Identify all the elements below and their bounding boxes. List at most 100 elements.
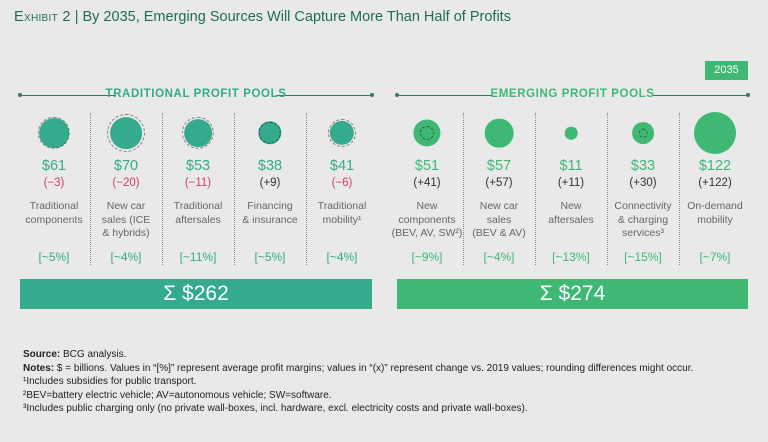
margin-value: [~4%] [110, 250, 142, 264]
label-line: On-demand [687, 200, 743, 212]
line-end-dot [370, 93, 374, 97]
profit-pool-column: $70 (−20) New car sales (ICE & hybrids) [~4%] [90, 108, 162, 268]
footnotes: Source: BCG analysis. Notes: $ = billion… [23, 348, 753, 416]
change-value: (+41) [413, 177, 441, 189]
column-divider [463, 113, 464, 265]
margin-value: [~5%] [254, 250, 286, 264]
change-value: (−6) [331, 177, 353, 189]
header-rule-left [20, 95, 116, 96]
label-line: components [398, 213, 456, 226]
label-line: New [416, 200, 438, 212]
label-line: Traditional [29, 200, 79, 212]
total-bar: Σ $274 [397, 279, 748, 309]
label-line: New car [479, 200, 519, 212]
profit-value: $122 [698, 158, 732, 174]
label-line: mobility¹ [322, 213, 362, 226]
change-value: (+57) [485, 177, 513, 189]
exhibit-title: Exhibit 2 | By 2035, Emerging Sources Will… [14, 9, 511, 25]
label-line: & charging [617, 213, 669, 226]
column-divider [306, 113, 307, 265]
label-line: components [25, 213, 83, 226]
profit-pool-column: $53 (−11) Traditional aftersales [~11%] [162, 108, 234, 268]
change-value: (+11) [557, 177, 585, 189]
column-divider [162, 113, 163, 265]
profit-pool-column: $11 (+11) New aftersales [~13%] [535, 108, 607, 268]
profit-value: $41 [329, 158, 355, 174]
year-badge: 2035 [705, 61, 748, 80]
header-rule-left [397, 95, 493, 96]
category-label: New components (BEV, AV, SW²) [387, 200, 467, 241]
section-title: EMERGING PROFIT POOLS [490, 88, 655, 100]
bubble-2019-outline [37, 116, 71, 150]
profit-pool-column: $38 (+9) Financing & insurance [~5%] [234, 108, 306, 268]
section-header: EMERGING PROFIT POOLS [395, 88, 750, 102]
category-label: Traditional aftersales [158, 200, 238, 227]
profit-pool-column: $122 (+122) On-demand mobility [~7%] [679, 108, 751, 268]
label-line: sales (ICE [101, 213, 151, 226]
column-divider [679, 113, 680, 265]
bubble-2019-outline [106, 113, 146, 153]
profit-value: $61 [41, 158, 67, 174]
change-value: (+30) [629, 177, 657, 189]
label-line: New car [106, 200, 146, 212]
footnote-1: ¹Includes subsidies for public transport… [23, 376, 197, 388]
header-rule-right [276, 95, 372, 96]
margin-value: [~13%] [552, 250, 590, 264]
category-label: Connectivity & charging services³ [603, 200, 683, 241]
bubble-2019-outline [181, 116, 215, 150]
category-label: On-demand mobility [675, 200, 755, 227]
column-divider [90, 113, 91, 265]
label-line: Traditional [317, 200, 367, 212]
category-label: New aftersales [531, 200, 611, 227]
exhibit-number: Exhibit 2 [14, 9, 71, 25]
category-label: Financing & insurance [230, 200, 310, 227]
label-line: aftersales [175, 213, 221, 226]
margin-value: [~15%] [624, 250, 662, 264]
notes-text: Notes: $ = billions. Values in “[%]” rep… [23, 362, 694, 374]
line-end-dot [746, 93, 750, 97]
section-title: TRADITIONAL PROFIT POOLS [105, 88, 287, 100]
profit-value: $53 [185, 158, 211, 174]
profit-pool-column: $41 (−6) Traditional mobility¹ [~4%] [306, 108, 378, 268]
label-line: Traditional [173, 200, 223, 212]
total-bar: Σ $262 [20, 279, 372, 309]
change-value: (−3) [43, 177, 65, 189]
profit-bubble [694, 112, 736, 154]
bubble-2019-outline [327, 118, 357, 148]
margin-value: [~11%] [179, 250, 217, 264]
column-divider [234, 113, 235, 265]
label-line: sales [486, 213, 512, 226]
profit-value: $57 [486, 158, 512, 174]
column-divider [535, 113, 536, 265]
label-line: mobility [697, 213, 733, 226]
bubble-2019-outline [419, 125, 435, 141]
label-line: Financing [247, 200, 293, 212]
change-value: (+122) [698, 177, 732, 189]
label-line: (BEV, AV, SW²) [391, 227, 463, 239]
profit-value: $11 [559, 158, 583, 174]
label-line: & insurance [242, 213, 298, 226]
profit-value: $51 [414, 158, 440, 174]
profit-pool-column: $51 (+41) New components (BEV, AV, SW²) [~9%] [391, 108, 463, 268]
profit-value: $70 [113, 158, 139, 174]
change-value: (−20) [112, 177, 140, 189]
section-header: TRADITIONAL PROFIT POOLS [18, 88, 374, 102]
profit-pool-column: $57 (+57) New car sales (BEV & AV) [~4%] [463, 108, 535, 268]
bubble-2019-outline [638, 128, 648, 138]
label-line: services³ [621, 227, 664, 239]
category-label: New car sales (BEV & AV) [459, 200, 539, 241]
category-label: Traditional mobility¹ [302, 200, 382, 227]
label-line: & hybrids) [102, 227, 150, 239]
change-value: (+9) [259, 177, 281, 189]
profit-bubble [484, 118, 514, 148]
margin-value: [~5%] [38, 250, 70, 264]
header-rule-right [652, 95, 748, 96]
separator: | [74, 9, 79, 25]
label-line: aftersales [548, 213, 594, 226]
profit-value: $38 [257, 158, 283, 174]
source-note: Source: BCG analysis. [23, 349, 127, 360]
label-line: (BEV & AV) [472, 227, 526, 239]
footnote-3: ³Includes public charging only (no priva… [23, 403, 528, 415]
profit-bubble [564, 126, 578, 140]
footnote-2: ²BEV=battery electric vehicle; AV=autono… [23, 389, 332, 401]
